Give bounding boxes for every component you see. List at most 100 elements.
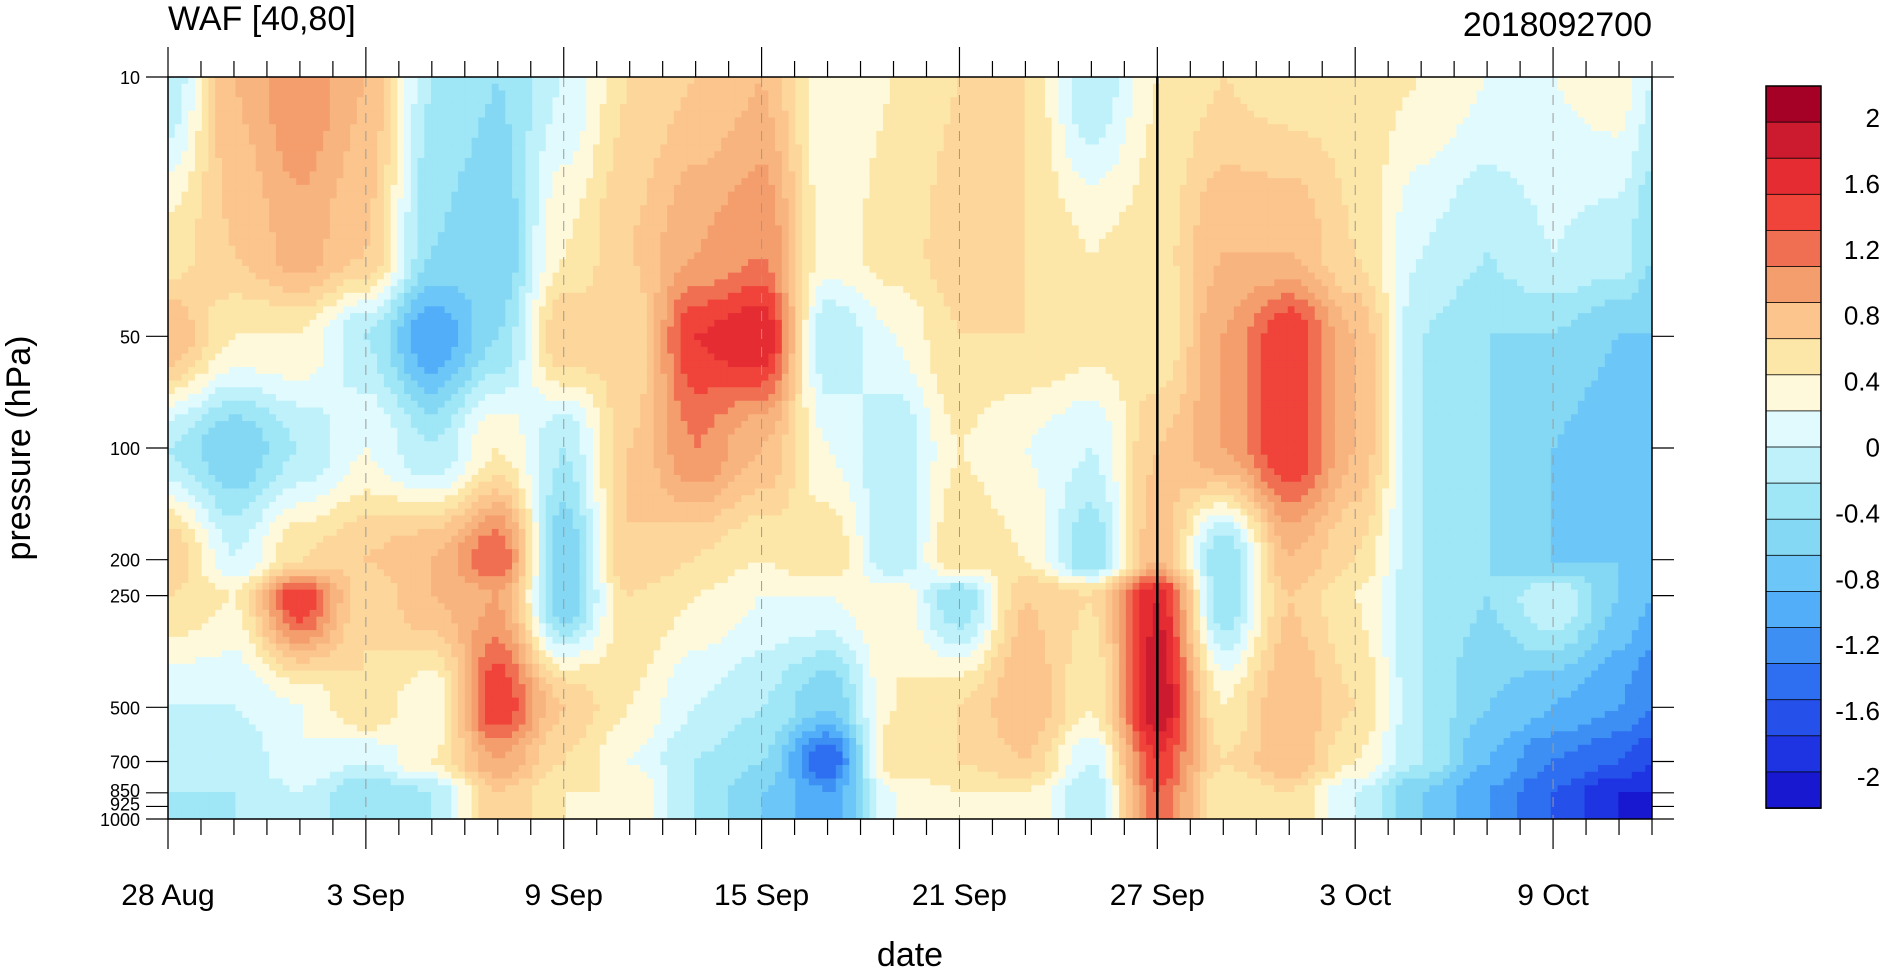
field-cell [1591,104,1598,111]
field-cell [708,104,715,111]
field-cell [843,144,850,151]
field-cell [1079,219,1086,226]
field-cell [1618,158,1625,165]
field-cell [1605,212,1612,219]
field-cell [438,171,445,178]
field-cell [1214,151,1221,158]
field-cell [1119,192,1126,199]
field-cell [235,124,242,131]
field-cell [1517,219,1524,226]
field-cell [438,90,445,97]
field-cell [1423,205,1430,212]
field-cell [391,124,398,131]
field-cell [1119,225,1126,232]
field-cell [775,212,782,219]
field-cell [276,158,283,165]
field-cell [1423,171,1430,178]
field-cell [708,219,715,226]
field-cell [1160,77,1167,84]
field-cell [1301,111,1308,118]
field-cell [1477,212,1484,219]
field-cell [1281,178,1288,185]
field-cell [910,144,917,151]
field-cell [242,144,249,151]
field-cell [424,212,431,219]
field-cell [775,111,782,118]
field-cell [1018,158,1025,165]
field-cell [445,138,452,145]
field-cell [499,104,506,111]
field-cell [357,138,364,145]
field-cell [1443,111,1450,118]
field-cell [337,205,344,212]
field-cell [242,198,249,205]
field-cell [1085,131,1092,138]
field-cell [1342,178,1349,185]
field-cell [613,205,620,212]
field-cell [1456,104,1463,111]
field-cell [546,192,553,199]
field-cell [283,178,290,185]
field-cell [1362,117,1369,124]
field-cell [950,185,957,192]
field-cell [917,111,924,118]
field-cell [337,144,344,151]
field-cell [1537,138,1544,145]
field-cell [1099,158,1106,165]
field-cell [1483,144,1490,151]
field-cell [600,185,607,192]
field-cell [1558,138,1565,145]
field-cell [1348,131,1355,138]
field-cell [316,111,323,118]
field-cell [1112,90,1119,97]
field-cell [512,192,519,199]
field-cell [310,219,317,226]
field-cell [1227,185,1234,192]
field-cell [505,151,512,158]
field-cell [1018,192,1025,199]
field-cell [674,219,681,226]
field-cell [519,205,526,212]
field-cell [1531,90,1538,97]
field-cell [465,165,472,172]
field-cell [1416,198,1423,205]
field-cell [789,158,796,165]
field-cell [418,117,425,124]
field-cell [519,84,526,91]
field-cell [795,151,802,158]
field-cell [235,131,242,138]
field-cell [208,158,215,165]
field-cell [600,124,607,131]
field-cell [1268,192,1275,199]
field-cell [1052,219,1059,226]
field-cell [883,219,890,226]
field-cell [1220,117,1227,124]
field-cell [681,165,688,172]
field-cell [1591,131,1598,138]
field-cell [202,77,209,84]
field-cell [1342,117,1349,124]
field-cell [991,84,998,91]
field-cell [1551,111,1558,118]
field-cell [559,198,566,205]
field-cell [674,90,681,97]
field-cell [1146,124,1153,131]
field-cell [1294,212,1301,219]
field-cell [917,178,924,185]
field-cell [930,165,937,172]
field-cell [1031,212,1038,219]
field-cell [1072,158,1079,165]
field-cell [1416,77,1423,84]
field-cell [526,144,533,151]
field-cell [1241,138,1248,145]
field-cell [1477,165,1484,172]
field-cell [1328,205,1335,212]
field-cell [1497,158,1504,165]
field-cell [579,104,586,111]
field-cell [458,97,465,104]
field-cell [1180,124,1187,131]
field-cell [546,225,553,232]
field-cell [903,117,910,124]
field-cell [579,158,586,165]
field-cell [775,117,782,124]
